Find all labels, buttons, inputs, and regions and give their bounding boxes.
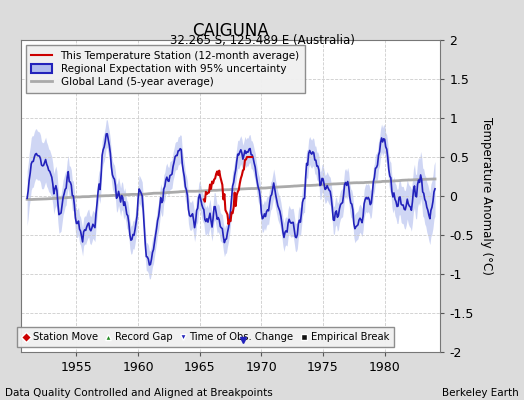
- Text: 32.265 S, 125.489 E (Australia): 32.265 S, 125.489 E (Australia): [170, 34, 354, 47]
- Y-axis label: Temperature Anomaly (°C): Temperature Anomaly (°C): [480, 117, 493, 275]
- Text: Berkeley Earth: Berkeley Earth: [442, 388, 519, 398]
- Legend: Station Move, Record Gap, Time of Obs. Change, Empirical Break: Station Move, Record Gap, Time of Obs. C…: [17, 327, 394, 347]
- Text: Data Quality Controlled and Aligned at Breakpoints: Data Quality Controlled and Aligned at B…: [5, 388, 273, 398]
- Title: CAIGUNA: CAIGUNA: [192, 22, 269, 40]
